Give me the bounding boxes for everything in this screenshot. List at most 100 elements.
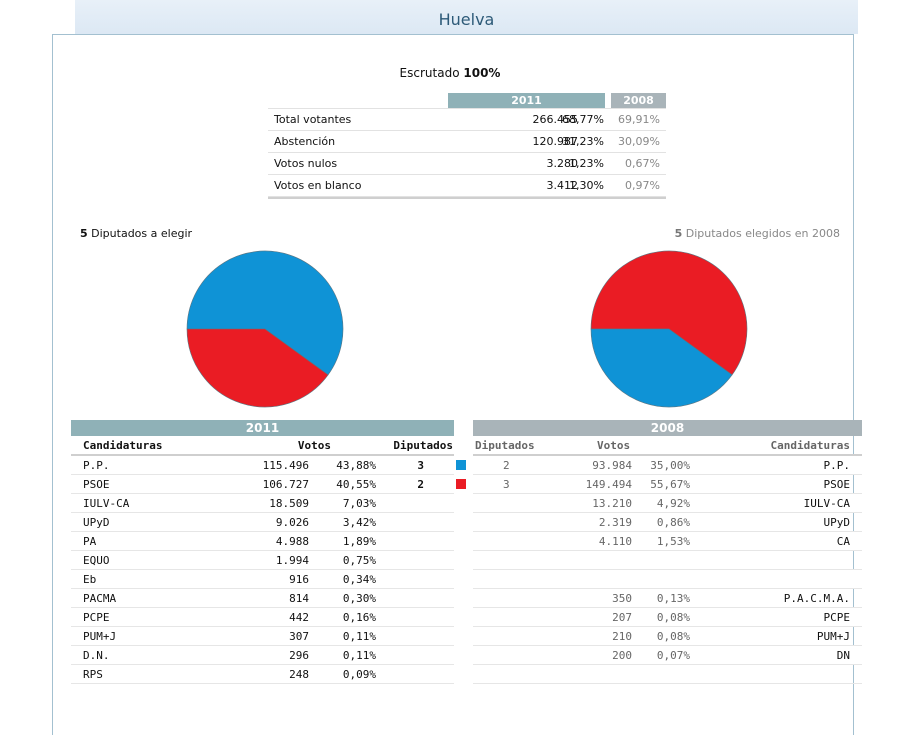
party-seats: 3 xyxy=(503,478,510,491)
seats-pie-2008 xyxy=(590,250,748,408)
party-name: P.A.C.M.A. xyxy=(783,592,850,605)
party-pct: 0,08% xyxy=(656,630,690,643)
party-seats: 3 xyxy=(417,459,424,472)
party-name: EQUO xyxy=(83,554,110,567)
summary-row: Abstención 120.987 31,23% 30,09% xyxy=(268,131,666,153)
summary-label: Votos nulos xyxy=(274,157,338,170)
party-pct: 7,03% xyxy=(342,497,376,510)
summary-value: 3.412 xyxy=(546,179,579,192)
party-pct: 0,08% xyxy=(656,611,690,624)
party-votes: 2.319 xyxy=(598,516,632,529)
table-row xyxy=(473,665,862,684)
party-pct: 40,55% xyxy=(336,478,376,491)
seats-prev-count: 5 xyxy=(674,227,683,240)
party-votes: 248 xyxy=(289,668,309,681)
summary-pct: 68,77% xyxy=(562,113,604,126)
results-year-2008: 2008 xyxy=(473,420,862,436)
pie-slice-p-p xyxy=(590,328,733,408)
summary-row: Votos nulos 3.280 1,23% 0,67% xyxy=(268,153,666,175)
party-pct: 1,53% xyxy=(656,535,690,548)
party-seats: 2 xyxy=(417,478,424,491)
party-pct: 0,11% xyxy=(342,649,376,662)
party-pct: 0,86% xyxy=(656,516,690,529)
party-name: P.P. xyxy=(823,459,851,472)
table-row: 210 0,08% PUM+J xyxy=(473,627,862,646)
party-name: Eb xyxy=(83,573,97,586)
party-votes: 93.984 xyxy=(592,459,632,472)
table-row: 2 93.984 35,00% P.P. xyxy=(473,456,862,475)
table-row: PSOE 106.727 40,55% 2 xyxy=(71,475,466,494)
summary-value: 3.280 xyxy=(546,157,579,170)
party-name: PUM+J xyxy=(83,630,117,643)
party-name: D.N. xyxy=(83,649,110,662)
table-row xyxy=(473,570,862,589)
party-pct: 0,09% xyxy=(342,668,376,681)
party-votes: 200 xyxy=(612,649,632,662)
summary-pct-prev: 69,91% xyxy=(618,113,660,126)
table-row: 4.110 1,53% CA xyxy=(473,532,862,551)
party-name: PCPE xyxy=(83,611,110,624)
party-pct: 0,30% xyxy=(342,592,376,605)
party-pct: 0,13% xyxy=(656,592,690,605)
summary-pct-prev: 0,67% xyxy=(625,157,660,170)
results-year-2011: 2011 xyxy=(71,420,454,436)
table-row: D.N. 296 0,11% xyxy=(71,646,454,665)
seats-current-text: Diputados a elegir xyxy=(91,227,193,240)
party-votes: 149.494 xyxy=(585,478,632,491)
table-row: 350 0,13% P.A.C.M.A. xyxy=(473,589,862,608)
seats-prev-text: Diputados elegidos en 2008 xyxy=(685,227,840,240)
summary-year-prev: 2008 xyxy=(611,93,666,108)
table-row xyxy=(473,551,862,570)
party-pct: 43,88% xyxy=(336,459,376,472)
party-pct: 0,34% xyxy=(342,573,376,586)
header-diputados: Diputados xyxy=(475,439,535,452)
escrutado-value: 100% xyxy=(463,66,501,80)
party-votes: 916 xyxy=(289,573,309,586)
table-row: 3 149.494 55,67% PSOE xyxy=(473,475,862,494)
table-row: 207 0,08% PCPE xyxy=(473,608,862,627)
table-row: P.P. 115.496 43,88% 3 xyxy=(71,456,466,475)
seats-prev-label: 5 Diputados elegidos en 2008 xyxy=(675,227,840,240)
summary-value: 266.455 xyxy=(532,113,579,126)
party-name: DN xyxy=(836,649,850,662)
party-votes: 207 xyxy=(612,611,632,624)
party-seats: 2 xyxy=(503,459,510,472)
party-name: IULV-CA xyxy=(803,497,850,510)
summary-value: 120.987 xyxy=(532,135,579,148)
summary-table: 2011 2008 Total votantes 266.455 68,77% 69,… xyxy=(268,93,666,199)
party-votes: 307 xyxy=(289,630,309,643)
summary-label: Total votantes xyxy=(274,113,352,126)
party-name: PA xyxy=(83,535,97,548)
escrutado-line: Escrutado 100% xyxy=(0,66,900,80)
table-row: Eb 916 0,34% xyxy=(71,570,454,589)
table-row: UPyD 9.026 3,42% xyxy=(71,513,454,532)
party-votes: 9.026 xyxy=(275,516,309,529)
summary-label: Votos en blanco xyxy=(274,179,362,192)
party-votes: 442 xyxy=(289,611,309,624)
party-pct: 0,07% xyxy=(656,649,690,662)
party-votes: 210 xyxy=(612,630,632,643)
party-name: RPS xyxy=(83,668,103,681)
party-name: PSOE xyxy=(823,478,851,491)
summary-pct-prev: 0,97% xyxy=(625,179,660,192)
party-votes: 1.994 xyxy=(275,554,309,567)
party-pct: 4,92% xyxy=(656,497,690,510)
seats-current-label: 5 Diputados a elegir xyxy=(80,227,192,240)
results-table-2008: 2008 Diputados Votos Candidaturas 2 93.98… xyxy=(473,420,862,684)
party-votes: 4.988 xyxy=(275,535,309,548)
table-row: PA 4.988 1,89% xyxy=(71,532,454,551)
header-votos: Votos xyxy=(597,439,631,452)
party-pct: 0,11% xyxy=(342,630,376,643)
header-candidaturas: Candidaturas xyxy=(770,439,850,452)
seats-current-count: 5 xyxy=(80,227,88,240)
party-name: P.P. xyxy=(83,459,110,472)
summary-pct: 1,23% xyxy=(569,157,604,170)
party-name: PCPE xyxy=(823,611,851,624)
party-name: PSOE xyxy=(83,478,110,491)
party-color-swatch xyxy=(456,460,466,470)
table-row: PCPE 442 0,16% xyxy=(71,608,454,627)
party-name: PUM+J xyxy=(816,630,850,643)
seats-pie-2011 xyxy=(186,250,344,408)
table-row: EQUO 1.994 0,75% xyxy=(71,551,454,570)
party-votes: 296 xyxy=(289,649,309,662)
